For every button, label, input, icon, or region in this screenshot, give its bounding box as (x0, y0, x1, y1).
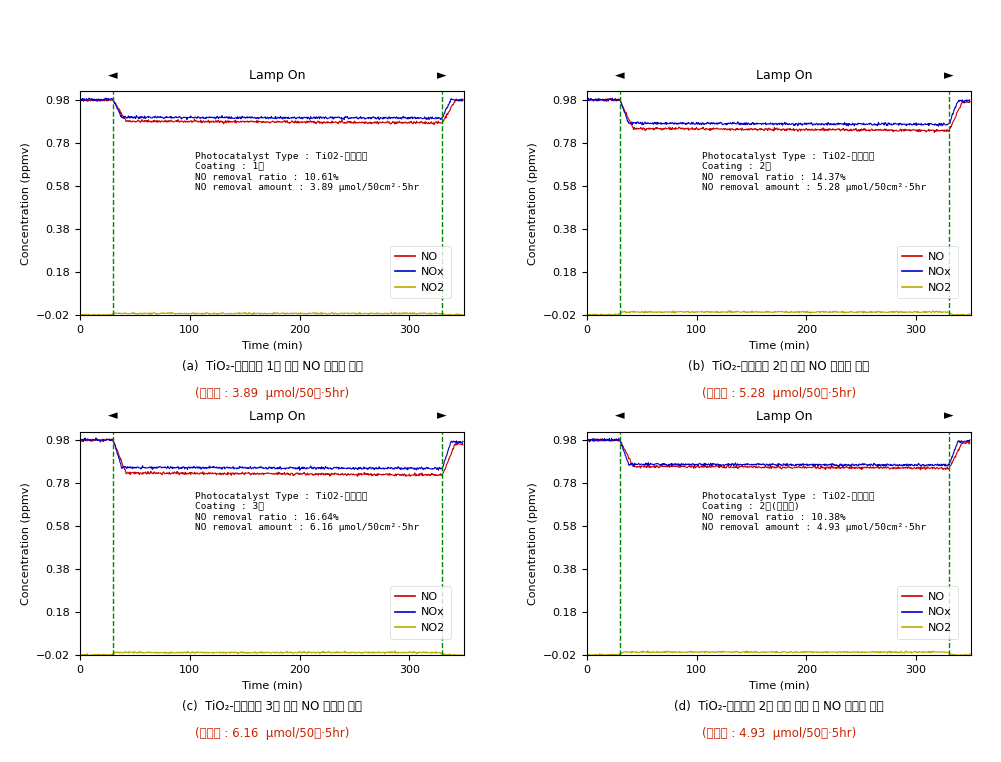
Y-axis label: Concentration (ppmv): Concentration (ppmv) (21, 482, 31, 605)
Text: (c)  TiO₂-매개담체 3회 코팅 NO 제거량 결과: (c) TiO₂-매개담체 3회 코팅 NO 제거량 결과 (182, 700, 362, 713)
Text: ◄: ◄ (615, 69, 625, 82)
Text: Lamp On: Lamp On (249, 410, 306, 423)
Text: ◄: ◄ (108, 69, 118, 82)
Text: Photocatalyst Type : TiO2-매개담체
Coating : 3회
NO removal ratio : 16.64%
NO removal: Photocatalyst Type : TiO2-매개담체 Coating :… (195, 492, 419, 532)
Text: Photocatalyst Type : TiO2-매개담체
Coating : 1회
NO removal ratio : 10.61%
NO removal: Photocatalyst Type : TiO2-매개담체 Coating :… (195, 152, 419, 192)
Text: (제거량 : 4.93  μmol/50㎡·5hr): (제거량 : 4.93 μmol/50㎡·5hr) (702, 727, 856, 740)
X-axis label: Time (min): Time (min) (242, 680, 302, 690)
X-axis label: Time (min): Time (min) (749, 341, 809, 351)
X-axis label: Time (min): Time (min) (749, 680, 809, 690)
Text: ►: ► (944, 69, 954, 82)
Text: ◄: ◄ (615, 410, 625, 423)
Text: ►: ► (944, 410, 954, 423)
Y-axis label: Concentration (ppmv): Concentration (ppmv) (21, 142, 31, 264)
Text: (제거량 : 3.89  μmol/50㎡·5hr): (제거량 : 3.89 μmol/50㎡·5hr) (195, 387, 349, 400)
Y-axis label: Concentration (ppmv): Concentration (ppmv) (528, 482, 538, 605)
Legend: NO, NOx, NO2: NO, NOx, NO2 (390, 246, 450, 299)
Text: (제거량 : 6.16  μmol/50㎡·5hr): (제거량 : 6.16 μmol/50㎡·5hr) (195, 727, 349, 740)
Text: (d)  TiO₂-매개담체 2회 코팅 세첩 후 NO 제거량 결과: (d) TiO₂-매개담체 2회 코팅 세첩 후 NO 제거량 결과 (674, 700, 884, 713)
Text: ◄: ◄ (108, 410, 118, 423)
Legend: NO, NOx, NO2: NO, NOx, NO2 (897, 586, 958, 639)
Legend: NO, NOx, NO2: NO, NOx, NO2 (390, 586, 450, 639)
Text: (a)  TiO₂-매개담체 1회 코팅 NO 제거량 결과: (a) TiO₂-매개담체 1회 코팅 NO 제거량 결과 (181, 360, 362, 373)
Y-axis label: Concentration (ppmv): Concentration (ppmv) (528, 142, 538, 264)
Text: (제거량 : 5.28  μmol/50㎡·5hr): (제거량 : 5.28 μmol/50㎡·5hr) (702, 387, 856, 400)
Text: Lamp On: Lamp On (756, 69, 813, 82)
Text: Lamp On: Lamp On (756, 410, 813, 423)
Text: ►: ► (437, 410, 447, 423)
Text: Photocatalyst Type : TiO2-매개담체
Coating : 2회(세첩후)
NO removal ratio : 10.38%
NO re: Photocatalyst Type : TiO2-매개담체 Coating :… (702, 492, 926, 532)
Text: Photocatalyst Type : TiO2-매개담체
Coating : 2회
NO removal ratio : 14.37%
NO removal: Photocatalyst Type : TiO2-매개담체 Coating :… (702, 152, 926, 192)
Legend: NO, NOx, NO2: NO, NOx, NO2 (897, 246, 958, 299)
X-axis label: Time (min): Time (min) (242, 341, 302, 351)
Text: ►: ► (437, 69, 447, 82)
Text: Lamp On: Lamp On (249, 69, 306, 82)
Text: (b)  TiO₂-매개담체 2회 코팅 NO 제거량 결과: (b) TiO₂-매개담체 2회 코팅 NO 제거량 결과 (689, 360, 870, 373)
